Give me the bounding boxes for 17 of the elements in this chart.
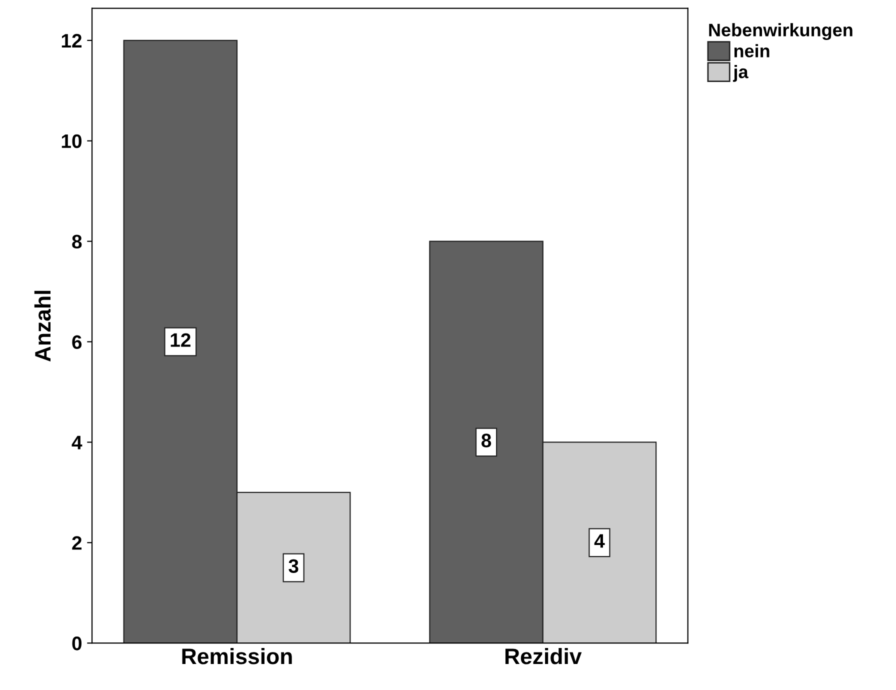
- y-tick-label: 8: [72, 234, 82, 249]
- legend-label: ja: [732, 65, 748, 82]
- y-tick-label: 12: [62, 34, 82, 48]
- x-tick-label: Rezidiv: [505, 648, 582, 664]
- legend-title: Nebenwirkungen: [709, 23, 852, 40]
- data-label: 4: [594, 534, 605, 548]
- y-tick-label: 10: [62, 134, 82, 148]
- data-label: 3: [288, 559, 298, 573]
- x-tick-label: Remission: [182, 648, 292, 664]
- legend-label: nein: [734, 44, 770, 58]
- data-label: 8: [482, 434, 492, 448]
- y-tick-label: 2: [72, 536, 82, 550]
- y-tick-label: 6: [72, 335, 82, 349]
- y-tick-label: 0: [72, 636, 82, 650]
- data-label: 12: [170, 333, 190, 347]
- y-axis-title: Anzahl: [34, 290, 51, 362]
- y-tick-label: 4: [72, 436, 82, 450]
